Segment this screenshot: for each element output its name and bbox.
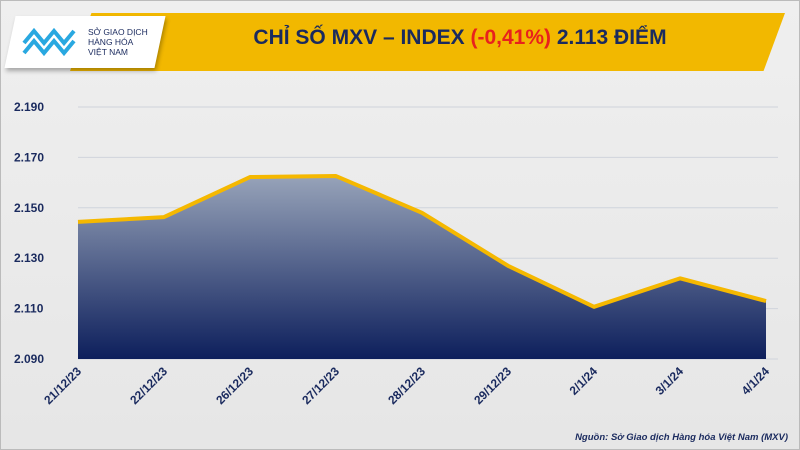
x-tick-label: 29/12/23 [471,364,514,407]
x-tick-label: 3/1/24 [653,364,687,398]
x-tick-label: 28/12/23 [385,364,428,407]
x-tick-label: 22/12/23 [127,364,170,407]
logo-text: SỞ GIAO DỊCH HÀNG HÓA VIỆT NAM [88,27,148,57]
chart-title: CHỈ SỐ MXV – INDEX (-0,41%) 2.113 ĐIỂM [150,26,770,50]
y-tick-label: 2.190 [14,100,44,114]
title-prefix: CHỈ SỐ MXV – INDEX [253,26,471,49]
x-tick-label: 27/12/23 [299,364,342,407]
y-tick-label: 2.130 [14,251,44,265]
y-tick-label: 2.150 [14,201,44,215]
y-tick-label: 2.110 [14,302,44,316]
x-tick-label: 2/1/24 [567,364,601,398]
x-tick-label: 21/12/23 [41,364,84,407]
area-fill [78,176,766,359]
y-tick-label: 2.090 [14,352,44,366]
title-suffix: 2.113 ĐIỂM [551,26,667,49]
logo-line-1: SỞ GIAO DỊCH [88,27,148,37]
x-tick-label: 4/1/24 [739,364,773,398]
y-tick-label: 2.170 [14,150,44,164]
mxv-logo-icon [22,28,76,57]
x-tick-label: 26/12/23 [213,364,256,407]
logo-line-3: VIỆT NAM [88,47,128,57]
logo-line-2: HÀNG HÓA [88,37,134,47]
title-change: (-0,41%) [470,26,551,49]
title-banner [70,13,785,71]
source-note: Nguồn: Sở Giao dịch Hàng hóa Việt Nam (M… [575,432,788,443]
